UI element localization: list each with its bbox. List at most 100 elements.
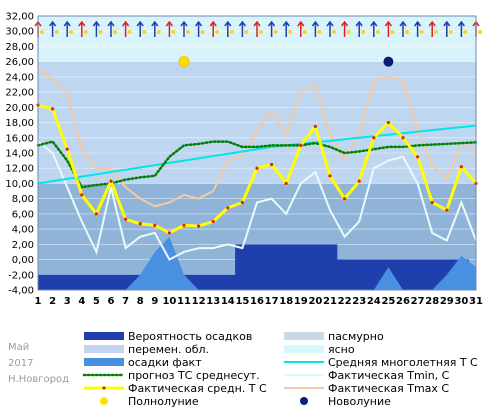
y-tick-label: 28,00 <box>5 42 34 53</box>
legend-item: Средняя многолетняя Т С <box>284 356 478 369</box>
wind-arrowhead-icon <box>151 20 159 27</box>
wind-arrowhead-icon <box>122 20 130 27</box>
sun-icon <box>229 30 234 34</box>
y-tick-label: 18,00 <box>5 118 34 129</box>
wind-arrowhead-icon <box>92 20 100 27</box>
actual-mean-point <box>182 223 186 227</box>
sky-icon <box>238 20 249 37</box>
x-tick-label: 15 <box>235 296 249 307</box>
sky-icon <box>151 20 161 37</box>
sky-icon <box>253 20 263 37</box>
x-tick-label: 29 <box>440 296 454 307</box>
legend-label: Новолуние <box>328 395 391 408</box>
year-label: 2017 <box>8 358 34 369</box>
sky-icon <box>443 20 453 37</box>
sky-icon <box>49 20 59 37</box>
y-tick-label: 12,00 <box>5 164 34 175</box>
y-tick-label: 30,00 <box>5 27 34 38</box>
sun-icon <box>215 30 220 34</box>
wind-arrowhead-icon <box>370 20 378 27</box>
actual-mean-point <box>430 200 434 205</box>
legend-item: Фактическая Tmin, С <box>284 369 450 382</box>
x-tick-label: 22 <box>338 296 352 307</box>
x-tick-label: 9 <box>151 296 158 307</box>
series-tmax <box>37 67 477 208</box>
sun-icon <box>98 30 103 34</box>
legend: Вероятность осадков пасмурно перемен. обл.… <box>82 330 478 408</box>
actual-mean-point <box>255 166 259 170</box>
actual-mean-point <box>343 197 347 201</box>
x-tick-label: 26 <box>396 296 410 307</box>
sky-icon <box>136 20 147 37</box>
sun-icon <box>375 30 380 34</box>
sky-icon <box>384 20 395 37</box>
legend-label: Вероятность осадков <box>128 330 252 343</box>
wind-arrowhead-icon <box>443 20 451 27</box>
x-tick-label: 8 <box>137 296 144 307</box>
x-tick-label: 17 <box>265 296 279 307</box>
actual-mean-point <box>226 206 230 210</box>
y-tick-label: 0,00 <box>12 255 34 266</box>
actual-mean-point <box>401 136 405 140</box>
y-tick-label: 20,00 <box>5 103 34 114</box>
actual-mean-point <box>284 181 288 186</box>
wind-arrowhead-icon <box>428 20 436 27</box>
wind-arrowhead-icon <box>311 20 319 27</box>
sun-icon <box>346 30 351 34</box>
x-tick-label: 12 <box>192 296 206 307</box>
sky-icon <box>341 20 351 37</box>
legend-item: перемен. обл. <box>84 343 209 356</box>
sun-icon <box>317 30 322 34</box>
actual-mean-point <box>328 174 332 178</box>
city-label: Н.Новгород <box>8 374 69 385</box>
wind-arrowhead-icon <box>107 20 115 27</box>
legend-swatch <box>84 358 124 366</box>
x-tick-label: 7 <box>122 296 129 307</box>
y-tick-label: 2,00 <box>12 240 34 251</box>
x-tick-label: 25 <box>381 296 395 307</box>
y-tick-label: -4,00 <box>8 286 34 297</box>
x-tick-label: 31 <box>469 296 483 307</box>
sun-icon <box>83 30 88 34</box>
legend-dot <box>100 397 108 405</box>
y-tick-label: 32,00 <box>5 12 34 23</box>
x-tick-label: 16 <box>250 296 264 307</box>
x-tick-label: 28 <box>425 296 439 307</box>
x-tick-label: 14 <box>221 296 235 307</box>
sun-icon <box>69 30 74 34</box>
legend-label: перемен. обл. <box>128 343 209 356</box>
actual-mean-point <box>386 120 390 125</box>
sun-icon <box>127 30 132 34</box>
full-moon-marker <box>178 56 190 68</box>
y-tick-label: 4,00 <box>12 225 34 236</box>
x-tick-label: 19 <box>294 296 308 307</box>
legend-label: Фактическая Tmin, С <box>328 369 450 382</box>
legend-swatch <box>284 332 324 340</box>
sky-icon <box>63 20 74 37</box>
legend-dot <box>300 397 308 405</box>
sky-icon <box>122 20 132 37</box>
wind-arrowhead-icon <box>195 20 203 27</box>
sun-icon <box>244 30 249 34</box>
wind-arrowhead-icon <box>326 20 334 27</box>
sun-icon <box>156 30 161 34</box>
actual-mean-point <box>357 179 361 183</box>
sky-icon <box>326 20 336 37</box>
legend-label: прогноз ТС среднесут. <box>128 369 260 382</box>
actual-mean-point <box>51 107 55 111</box>
x-tick-label: 18 <box>279 296 293 307</box>
sky-icon <box>414 20 424 37</box>
actual-mean-point <box>445 208 449 212</box>
legend-label: Фактическая средн. Т С <box>128 382 267 395</box>
y-tick-label: 16,00 <box>5 133 34 144</box>
legend-label: Полнолуние <box>128 395 199 408</box>
sun-icon <box>142 30 147 34</box>
wind-arrowhead-icon <box>457 20 465 27</box>
x-tick-label: 20 <box>308 296 322 307</box>
actual-mean-point <box>65 147 69 151</box>
sky-icon <box>355 20 366 37</box>
x-tick-label: 6 <box>108 296 115 307</box>
actual-mean-point <box>153 223 157 227</box>
actual-mean-point <box>416 155 420 159</box>
y-tick-label: 24,00 <box>5 72 34 83</box>
